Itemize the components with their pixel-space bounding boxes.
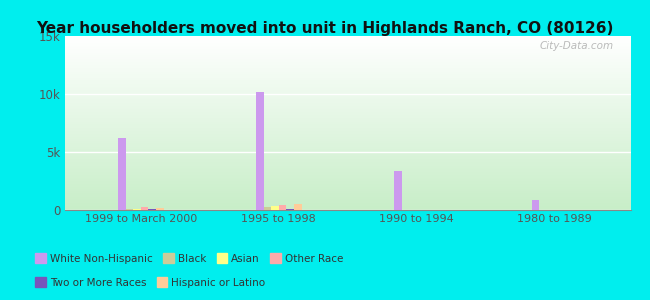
Bar xyxy=(118,138,125,210)
Bar xyxy=(125,208,133,210)
Legend: White Non-Hispanic, Black, Asian, Other Race: White Non-Hispanic, Black, Asian, Other … xyxy=(31,249,347,268)
Bar xyxy=(271,206,279,210)
Text: Year householders moved into unit in Highlands Ranch, CO (80126): Year householders moved into unit in Hig… xyxy=(36,21,614,36)
Text: City-Data.com: City-Data.com xyxy=(540,41,614,51)
Bar xyxy=(394,171,402,210)
Bar xyxy=(141,207,148,210)
Bar xyxy=(287,209,294,210)
Bar xyxy=(532,200,539,210)
Bar xyxy=(294,204,302,210)
Bar xyxy=(133,209,141,210)
Legend: Two or More Races, Hispanic or Latino: Two or More Races, Hispanic or Latino xyxy=(31,273,270,292)
Bar xyxy=(156,208,164,210)
Bar xyxy=(148,209,156,210)
Bar xyxy=(264,207,271,210)
Bar xyxy=(256,92,264,210)
Bar xyxy=(279,205,287,210)
